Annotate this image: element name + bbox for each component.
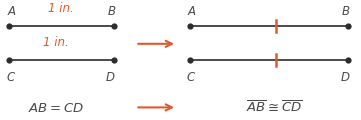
Text: C: C <box>187 71 195 84</box>
Text: 1 in.: 1 in. <box>48 2 74 15</box>
Text: $AB = CD$: $AB = CD$ <box>28 102 84 114</box>
Text: B: B <box>342 5 350 18</box>
Text: 1 in.: 1 in. <box>43 36 69 49</box>
Text: B: B <box>108 5 116 18</box>
Text: A: A <box>7 5 15 18</box>
Text: $\overline{AB} \cong \overline{CD}$: $\overline{AB} \cong \overline{CD}$ <box>246 100 303 116</box>
Text: C: C <box>6 71 15 84</box>
Text: D: D <box>340 71 349 84</box>
Text: D: D <box>106 71 115 84</box>
Text: A: A <box>188 5 196 18</box>
